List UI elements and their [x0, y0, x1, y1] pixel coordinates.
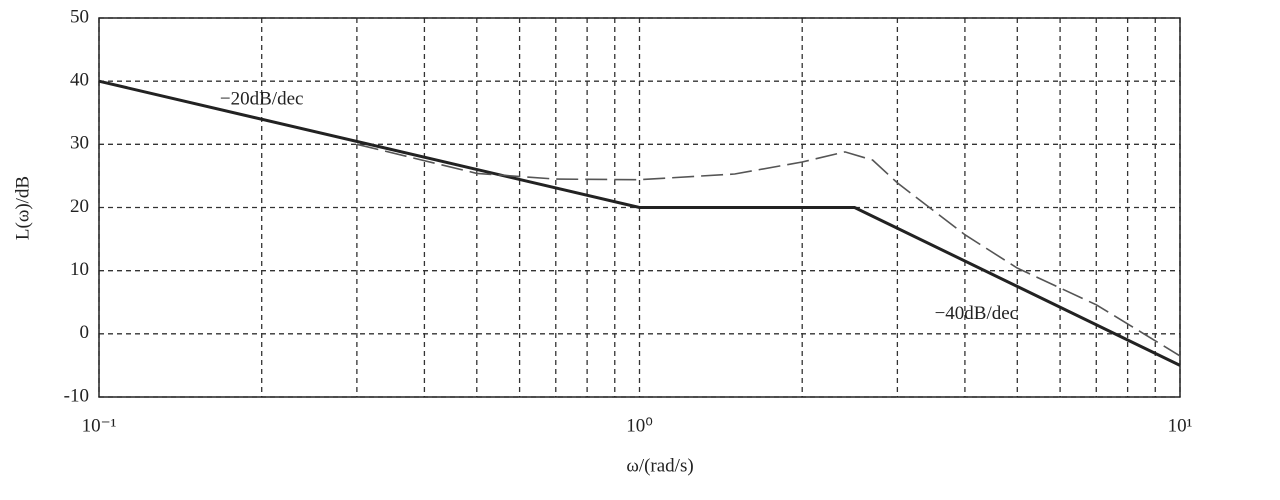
y-axis-label: L(ω)/dB	[12, 176, 33, 240]
y-tick-label: 40	[70, 70, 89, 91]
annotation: −20dB/dec	[220, 88, 304, 109]
y-tick-label: 50	[70, 6, 89, 27]
y-tick-label: 30	[70, 133, 89, 154]
x-tick-label: 10⁻¹	[82, 415, 117, 436]
y-tick-label: 0	[80, 322, 90, 343]
x-tick-label: 10⁰	[626, 415, 653, 436]
series-line	[356, 143, 1181, 357]
y-tick-label: -10	[64, 385, 89, 406]
y-tick-label: 10	[70, 259, 89, 280]
plot-frame	[98, 17, 1181, 398]
y-tick-label: 20	[70, 196, 89, 217]
annotation: −40dB/dec	[935, 303, 1019, 324]
x-axis-label: ω/(rad/s)	[626, 455, 693, 476]
x-tick-label: 10¹	[1168, 415, 1193, 436]
series-line	[98, 79, 1181, 367]
